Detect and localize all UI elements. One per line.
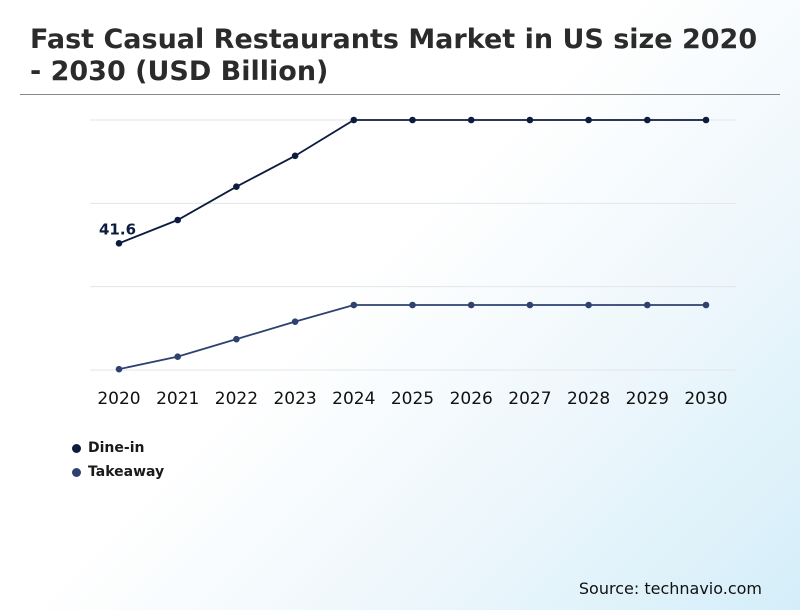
chart-legend: Dine-in Takeaway [72, 436, 164, 484]
legend-item: Dine-in [72, 436, 164, 460]
legend-label: Dine-in [88, 440, 145, 456]
x-tick-label: 2025 [391, 389, 434, 409]
data-point [115, 240, 123, 247]
legend-label: Takeaway [88, 464, 165, 480]
data-point [644, 301, 651, 309]
data-point [233, 183, 240, 190]
data-point [702, 301, 710, 309]
data-point [585, 116, 592, 124]
data-point [644, 116, 651, 124]
data-point [467, 116, 475, 124]
legend-swatch [72, 467, 81, 477]
x-tick-label: 2026 [450, 389, 493, 409]
data-point [115, 365, 123, 373]
data-point [350, 116, 358, 124]
data-point [174, 216, 181, 224]
legend-item: Takeaway [72, 460, 164, 484]
series-line [118, 304, 706, 371]
x-tick-label: 2023 [273, 389, 316, 409]
x-tick-label: 2020 [97, 389, 140, 409]
x-tick-label: 2029 [626, 389, 669, 409]
title-divider [20, 94, 780, 95]
x-tick-label: 2022 [215, 389, 258, 409]
data-point [174, 353, 181, 360]
source-note: Source: technavio.com [578, 579, 762, 598]
series-line [118, 119, 706, 245]
data-label: 41.6 [99, 220, 136, 238]
data-point [291, 318, 299, 325]
data-point [702, 116, 710, 124]
data-point [350, 301, 358, 309]
data-point [409, 116, 416, 124]
data-point [526, 301, 534, 309]
data-point [467, 301, 475, 309]
data-point [409, 301, 416, 309]
data-point [585, 301, 592, 309]
x-tick-label: 2027 [508, 389, 551, 409]
chart-title: Fast Casual Restaurants Market in US siz… [30, 24, 758, 87]
x-tick-label: 2024 [332, 389, 375, 409]
data-point [291, 152, 299, 160]
x-tick-label: 2028 [567, 389, 610, 409]
legend-swatch [72, 443, 81, 453]
data-point [526, 116, 534, 124]
x-tick-label: 2030 [684, 389, 727, 409]
x-tick-label: 2021 [156, 389, 199, 409]
data-point [233, 335, 240, 343]
